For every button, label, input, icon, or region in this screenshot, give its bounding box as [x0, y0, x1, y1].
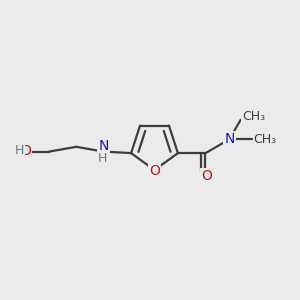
Text: O: O — [149, 164, 160, 178]
Text: CH₃: CH₃ — [242, 110, 265, 123]
Text: H: H — [14, 144, 24, 157]
Text: CH₃: CH₃ — [254, 133, 277, 146]
Text: H: H — [98, 152, 107, 165]
Text: O: O — [201, 169, 212, 183]
Text: O: O — [20, 144, 31, 158]
Text: N: N — [98, 139, 109, 153]
Text: N: N — [224, 132, 235, 146]
